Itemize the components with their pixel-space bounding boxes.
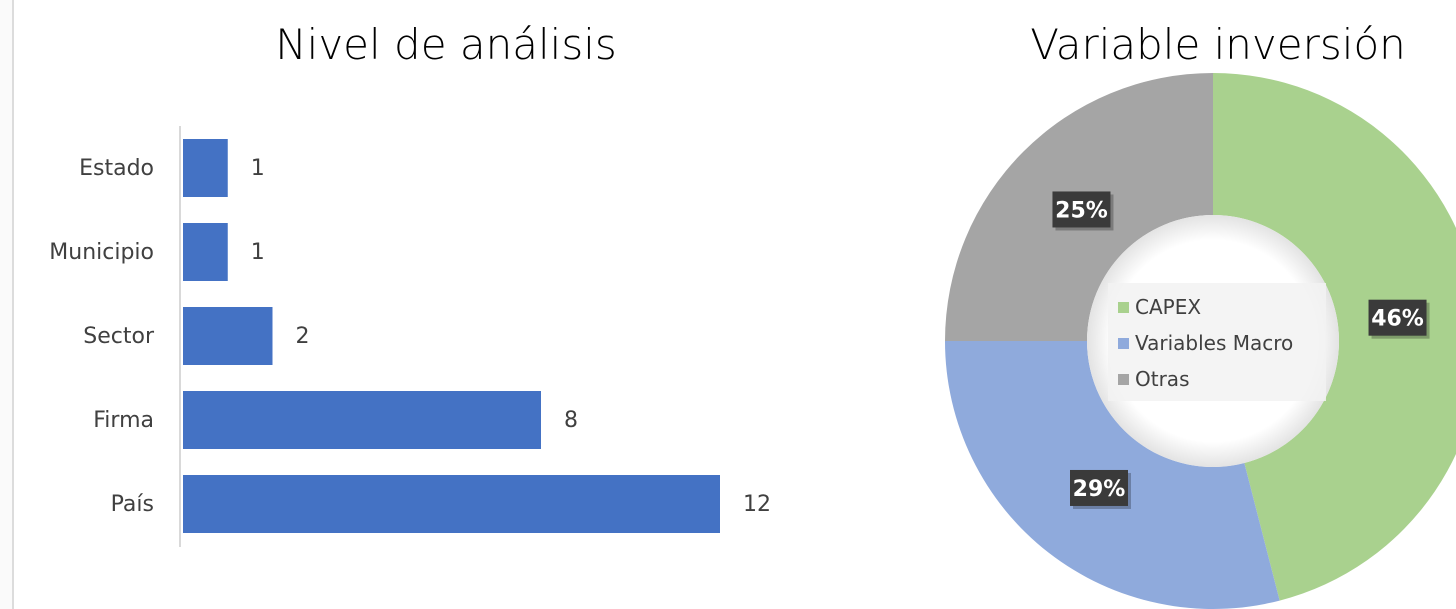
legend-swatch-otras bbox=[1118, 373, 1129, 385]
bar-estado bbox=[183, 139, 228, 197]
bar-chart: Nivel de análisis Estado 1 Municipio 1 Secto… bbox=[49, 20, 771, 547]
bar-sector bbox=[183, 307, 273, 365]
legend-label-otras: Otras bbox=[1135, 367, 1190, 391]
left-border bbox=[0, 0, 14, 609]
legend-item-variables-macro: Variables Macro bbox=[1108, 325, 1326, 361]
legend-swatch-variables-macro bbox=[1118, 337, 1129, 349]
slice-capex bbox=[1213, 73, 1456, 601]
legend-item-capex: CAPEX bbox=[1108, 289, 1326, 325]
data-label-box-capex bbox=[1368, 299, 1427, 336]
legend-swatch-capex bbox=[1118, 301, 1129, 313]
legend-label-variables-macro: Variables Macro bbox=[1135, 331, 1294, 355]
data-label-pais: 12 bbox=[743, 492, 771, 517]
data-label-municipio: 1 bbox=[251, 240, 265, 265]
bar-municipio bbox=[183, 223, 228, 281]
data-label-box-variables-macro bbox=[1069, 469, 1128, 506]
category-label-pais: País bbox=[111, 492, 154, 517]
donut-legend: CAPEX Variables Macro Otras bbox=[1108, 283, 1326, 401]
category-label-municipio: Municipio bbox=[49, 240, 154, 265]
donut-chart-title: Variable inversión bbox=[1030, 20, 1406, 69]
data-label-estado: 1 bbox=[251, 156, 265, 181]
data-label-box-otras bbox=[1052, 191, 1111, 228]
data-label-firma: 8 bbox=[564, 408, 578, 433]
bar-chart-title: Nivel de análisis bbox=[275, 20, 617, 69]
category-label-sector: Sector bbox=[83, 324, 155, 349]
category-label-firma: Firma bbox=[93, 408, 154, 433]
donut-data-labels: 46% 29% 25% bbox=[1052, 191, 1430, 509]
bar-firma bbox=[183, 391, 541, 449]
data-label-otras: 25% bbox=[1055, 198, 1108, 223]
category-label-estado: Estado bbox=[79, 156, 154, 181]
data-label-sector: 2 bbox=[296, 324, 310, 349]
data-label-variables-macro: 29% bbox=[1073, 477, 1126, 502]
donut-chart: Variable inversión 46% 29% 25% bbox=[945, 20, 1456, 609]
bar-series: Estado 1 Municipio 1 Sector 2 Firma 8 País 12 bbox=[49, 139, 771, 533]
legend-label-capex: CAPEX bbox=[1135, 295, 1202, 319]
data-label-capex: 46% bbox=[1371, 307, 1424, 332]
bar-pais bbox=[183, 475, 720, 533]
legend-item-otras: Otras bbox=[1108, 361, 1326, 397]
